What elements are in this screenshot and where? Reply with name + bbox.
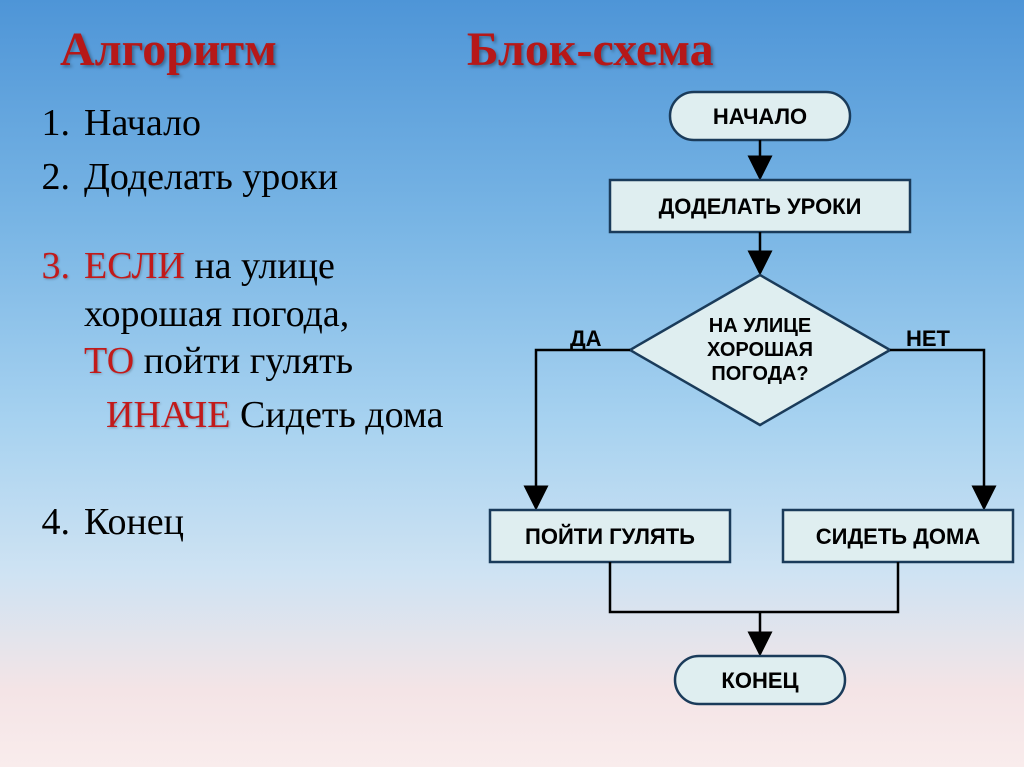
flowchart-svg: НАЧАЛО ДОДЕЛАТЬ УРОКИ НА УЛИЦЕ ХОРОШАЯ П… xyxy=(480,88,1020,748)
list-item-3: 3. ЕСЛИ на улице хорошая погода, ТО пойт… xyxy=(36,243,476,386)
list-text: Доделать уроки xyxy=(84,154,476,202)
text-3b: пойти гулять xyxy=(134,340,353,382)
list-item-1: 1. Начало xyxy=(36,100,476,148)
branch-yes-label: ДА xyxy=(570,326,602,351)
titles-row: Алгоритм Блок-схема xyxy=(0,22,1024,77)
list-text-3: ЕСЛИ на улице хорошая погода, ТО пойти г… xyxy=(84,243,476,386)
node-no-label: СИДЕТЬ ДОМА xyxy=(816,524,981,549)
list-text: Начало xyxy=(84,100,476,148)
node-yes-label: ПОЙТИ ГУЛЯТЬ xyxy=(525,524,695,549)
node-end-label: КОНЕЦ xyxy=(721,668,798,693)
text-3c: Сидеть дома xyxy=(230,394,443,436)
spacer xyxy=(36,439,476,499)
algorithm-list: 1. Начало 2. Доделать уроки 3. ЕСЛИ на у… xyxy=(36,100,476,553)
edge-yes-merge xyxy=(610,562,760,612)
keyword-else: ИНАЧЕ xyxy=(106,394,230,436)
node-decision-l1: НА УЛИЦЕ xyxy=(709,315,811,337)
list-item-3-else: ИНАЧЕ Сидеть дома xyxy=(48,392,476,440)
list-num: 3. xyxy=(36,243,84,291)
edge-decision-no xyxy=(890,350,984,508)
keyword-then: ТО xyxy=(84,340,134,382)
node-decision-l3: ПОГОДА? xyxy=(711,363,808,385)
keyword-if: ЕСЛИ xyxy=(84,245,185,287)
list-num: 2. xyxy=(36,154,84,202)
edge-no-merge xyxy=(760,562,898,612)
title-flowchart: Блок-схема xyxy=(467,22,714,77)
edge-decision-yes xyxy=(536,350,630,508)
node-decision-l2: ХОРОШАЯ xyxy=(707,339,813,361)
title-algorithm: Алгоритм xyxy=(60,22,277,77)
node-process-label: ДОДЕЛАТЬ УРОКИ xyxy=(659,194,862,219)
list-num: 4. xyxy=(36,499,84,547)
list-text: Конец xyxy=(84,499,476,547)
list-item-2: 2. Доделать уроки xyxy=(36,154,476,202)
list-num: 1. xyxy=(36,100,84,148)
branch-no-label: НЕТ xyxy=(906,326,951,351)
list-item-4: 4. Конец xyxy=(36,499,476,547)
node-start-label: НАЧАЛО xyxy=(713,104,807,129)
spacer xyxy=(36,207,476,243)
slide-content: Алгоритм Блок-схема 1. Начало 2. Доделат… xyxy=(0,0,1024,767)
